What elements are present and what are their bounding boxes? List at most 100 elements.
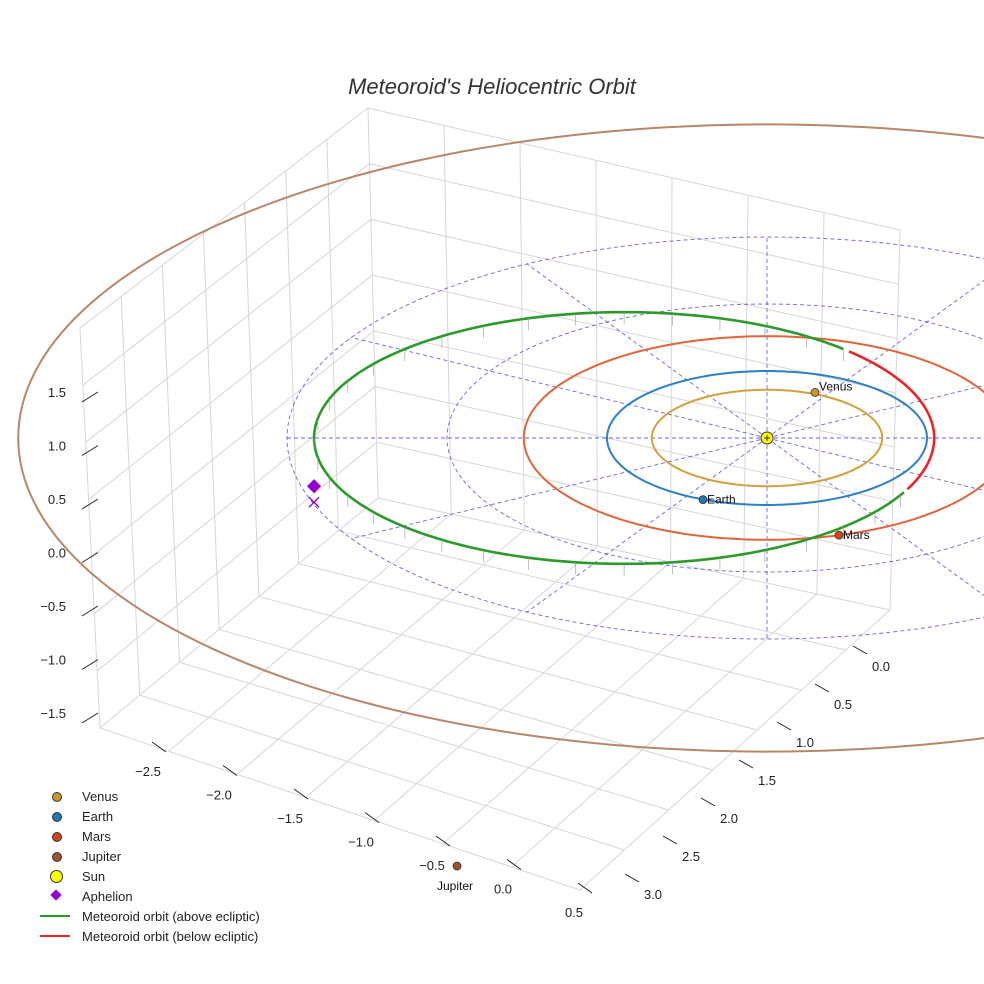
gridline bbox=[179, 661, 669, 811]
y-tick bbox=[738, 759, 754, 769]
z-tick bbox=[81, 552, 99, 563]
gridline bbox=[88, 274, 896, 500]
dot-icon bbox=[52, 832, 62, 842]
legend-item: Earth bbox=[38, 806, 260, 826]
gridline bbox=[816, 212, 825, 595]
earth-marker bbox=[698, 495, 708, 505]
legend-marker-icon bbox=[38, 826, 74, 846]
y-tick bbox=[662, 835, 678, 845]
mars-label: Mars bbox=[843, 528, 870, 542]
gridline bbox=[443, 125, 452, 515]
legend-marker-icon bbox=[38, 846, 74, 866]
gridline bbox=[236, 529, 525, 775]
legend-label: Jupiter bbox=[82, 848, 122, 864]
x-tick bbox=[222, 765, 238, 776]
ecliptic-spoke bbox=[766, 437, 984, 491]
mars-orbit bbox=[522, 335, 984, 541]
ecliptic-spoke bbox=[526, 437, 768, 613]
z-tick-label: 1.0 bbox=[48, 439, 66, 454]
meteoroid-orbit-above bbox=[312, 310, 905, 566]
gridline bbox=[161, 265, 180, 663]
y-tick-label: 2.5 bbox=[682, 849, 700, 864]
ecliptic-spoke bbox=[766, 280, 984, 439]
y-tick bbox=[700, 797, 716, 807]
gridline bbox=[298, 563, 802, 691]
dot-icon bbox=[52, 852, 62, 862]
box-edge bbox=[889, 229, 901, 611]
ecliptic-spoke bbox=[766, 437, 984, 596]
z-tick bbox=[81, 391, 99, 403]
gridline bbox=[305, 545, 598, 798]
y-tick bbox=[852, 645, 868, 655]
earth-label: Earth bbox=[707, 493, 736, 507]
gridline bbox=[373, 561, 671, 821]
venus-marker bbox=[810, 388, 820, 397]
z-tick-label: 1.5 bbox=[48, 385, 66, 400]
bodies: Venus Earth Mars Jupiter bbox=[306, 379, 870, 893]
ecliptic-spoke bbox=[351, 437, 768, 539]
x-tick-label: −2.0 bbox=[206, 788, 232, 803]
earth-orbit bbox=[605, 370, 928, 506]
x-tick bbox=[506, 859, 522, 870]
ecliptic-spoke bbox=[526, 263, 768, 439]
legend-item: Meteoroid orbit (above ecliptic) bbox=[38, 906, 260, 926]
z-tick-label: 0.0 bbox=[48, 546, 66, 561]
gridline bbox=[258, 596, 758, 731]
jupiter-marker bbox=[452, 861, 462, 871]
diamond-icon bbox=[50, 889, 62, 901]
z-tick-label: −0.5 bbox=[40, 599, 66, 614]
legend-item: Meteoroid orbit (below ecliptic) bbox=[38, 926, 260, 946]
legend-item: Venus bbox=[38, 786, 260, 806]
meteoroid-orbit-below bbox=[848, 350, 936, 439]
gridline bbox=[85, 218, 898, 443]
gridline bbox=[338, 530, 846, 651]
planet-orbits bbox=[17, 123, 984, 753]
box-edge bbox=[367, 107, 891, 611]
axis-ticks: −1.5 −1.0 −0.5 0.0 0.5 1.0 1.5 −2.5 −2.0 −1.5 −1.0… bbox=[40, 385, 890, 920]
gridline bbox=[93, 386, 894, 615]
legend-label: Meteoroid orbit (below ecliptic) bbox=[82, 928, 259, 944]
jupiter-orbit bbox=[17, 123, 984, 753]
x-tick bbox=[435, 835, 451, 847]
gridline bbox=[743, 195, 749, 579]
line-icon bbox=[40, 935, 70, 937]
ecliptic-spoke bbox=[351, 337, 768, 439]
aphelion-marker bbox=[306, 479, 322, 494]
y-tick-label: 1.5 bbox=[758, 773, 776, 788]
gridline bbox=[519, 142, 525, 531]
line-icon bbox=[40, 915, 70, 917]
gridline bbox=[91, 330, 895, 557]
ecliptic-spoke bbox=[766, 385, 984, 439]
legend-label: Meteoroid orbit (above ecliptic) bbox=[82, 908, 260, 924]
legend-marker-icon bbox=[38, 886, 74, 906]
jupiter-label: Jupiter bbox=[437, 879, 473, 893]
gridline bbox=[139, 694, 625, 851]
box-edge bbox=[99, 497, 379, 729]
box-edge bbox=[79, 327, 891, 891]
legend-label: Earth bbox=[82, 808, 114, 824]
legend-item: Jupiter bbox=[38, 846, 260, 866]
z-tick-label: −1.5 bbox=[40, 706, 66, 721]
legend-marker-icon bbox=[38, 806, 74, 826]
gridline bbox=[244, 202, 260, 597]
z-tick bbox=[81, 498, 99, 510]
x-tick bbox=[364, 812, 380, 823]
legend-label: Mars bbox=[82, 828, 111, 844]
meteoroid-orbit bbox=[312, 310, 936, 576]
z-tick bbox=[81, 605, 99, 617]
gridline bbox=[326, 139, 339, 531]
legend-item: Mars bbox=[38, 826, 260, 846]
legend: Venus Earth Mars Jupiter Sun Aphelion Meteoroi… bbox=[38, 786, 260, 946]
y-tick-label: 0.0 bbox=[872, 659, 890, 674]
x-tick-label: 0.0 bbox=[494, 882, 512, 897]
z-tick bbox=[81, 445, 99, 456]
y-tick bbox=[776, 721, 792, 731]
x-tick-label: −1.5 bbox=[277, 811, 303, 826]
y-tick bbox=[624, 873, 640, 883]
legend-marker-icon bbox=[38, 906, 74, 926]
gridline bbox=[96, 441, 892, 672]
sun-icon bbox=[50, 870, 63, 883]
venus-label: Venus bbox=[819, 379, 852, 393]
x-tick-label: −1.0 bbox=[348, 835, 374, 850]
